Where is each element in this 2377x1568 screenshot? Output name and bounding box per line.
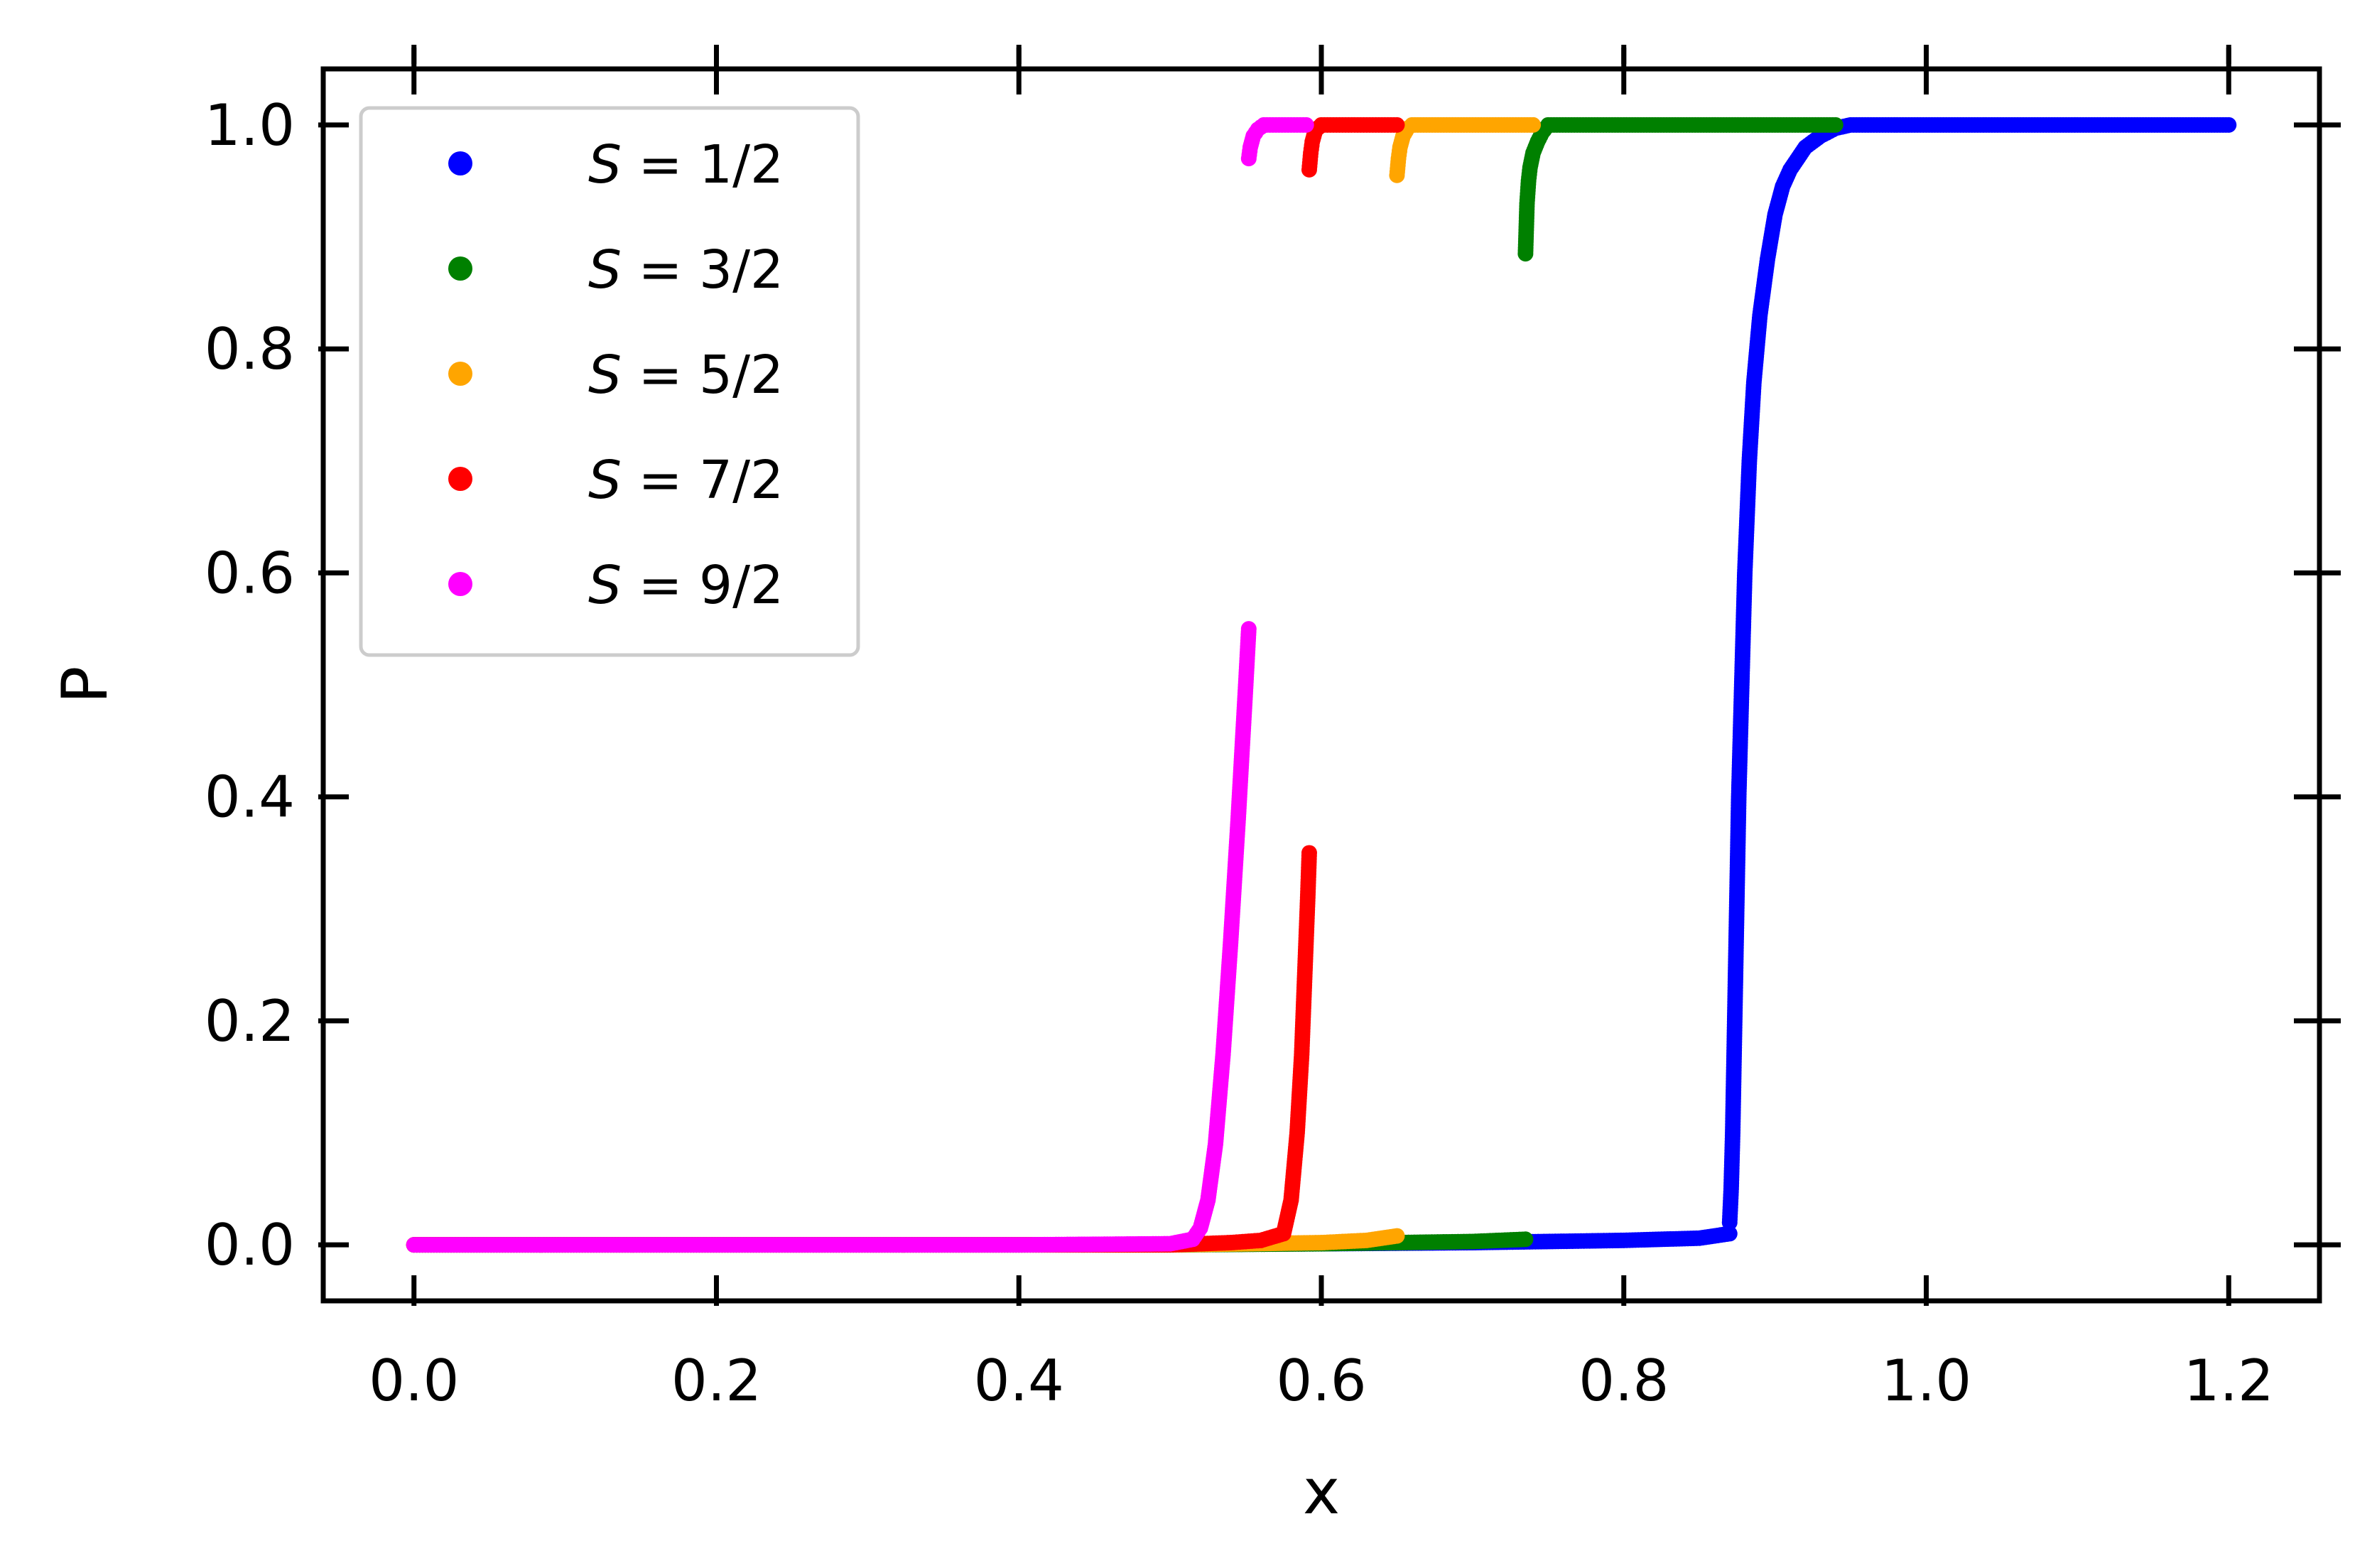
data-point [1298, 117, 1314, 133]
data-point [1389, 1228, 1405, 1244]
data-point [1517, 1231, 1534, 1248]
legend-marker [448, 256, 472, 281]
ticks-layer: 0.0 0.2 0.4 0.6 0.8 1.0 1.2 0.0 0.2 0.4 0.6 0.8 1.0 [205, 45, 2341, 1414]
data-point [1240, 621, 1257, 637]
data-point [1827, 117, 1843, 133]
y-axis-label: P [48, 666, 121, 703]
x-tick-label: 0.0 [369, 1348, 459, 1414]
x-tick-label: 1.0 [1881, 1348, 1971, 1414]
y-tick-label: 0.0 [205, 1212, 295, 1278]
legend-symbol: S [588, 555, 622, 616]
legend-value: = 5/2 [622, 345, 784, 406]
legend-entry-label: S = 7/2 [588, 450, 784, 511]
legend-value: = 7/2 [622, 450, 784, 511]
legend-marker [448, 467, 472, 491]
legend-marker [448, 572, 472, 596]
data-point [2221, 117, 2237, 133]
legend-symbol: S [588, 239, 622, 301]
y-tick-label: 0.2 [205, 988, 295, 1054]
data-point [1721, 1226, 1738, 1242]
data-point [1389, 117, 1405, 133]
legend: S = 1/2S = 3/2S = 5/2S = 7/2S = 9/2 [359, 106, 860, 657]
x-tick-label: 0.2 [671, 1348, 762, 1414]
legend-value: = 3/2 [622, 239, 784, 301]
y-tick-label: 0.8 [205, 316, 295, 382]
x-tick-label: 0.4 [974, 1348, 1064, 1414]
legend-value: = 9/2 [622, 555, 784, 616]
legend-symbol: S [588, 345, 622, 406]
legend-entry-label: S = 1/2 [588, 134, 784, 195]
legend-symbol: S [588, 134, 622, 195]
data-point [1301, 845, 1317, 861]
legend-marker [448, 151, 472, 175]
plot-frame [320, 66, 2322, 1304]
x-axis-label: x [1303, 1455, 1340, 1528]
y-tick-label: 0.6 [205, 540, 295, 606]
data-point [1525, 117, 1542, 133]
legend-box [359, 106, 860, 657]
y-tick-label: 0.4 [205, 764, 295, 831]
x-tick-label: 1.2 [2184, 1348, 2274, 1414]
x-tick-label: 0.6 [1276, 1348, 1366, 1414]
series-5 [406, 117, 1314, 1253]
y-tick-label: 1.0 [205, 92, 295, 158]
x-tick-label: 0.8 [1579, 1348, 1669, 1414]
series-layer [406, 117, 2237, 1253]
legend-value: = 1/2 [622, 134, 784, 195]
legend-marker [448, 362, 472, 386]
legend-entry-label: S = 9/2 [588, 555, 784, 616]
legend-entry-label: S = 3/2 [588, 239, 784, 301]
legend-symbol: S [588, 450, 622, 511]
legend-entry-label: S = 5/2 [588, 345, 784, 406]
